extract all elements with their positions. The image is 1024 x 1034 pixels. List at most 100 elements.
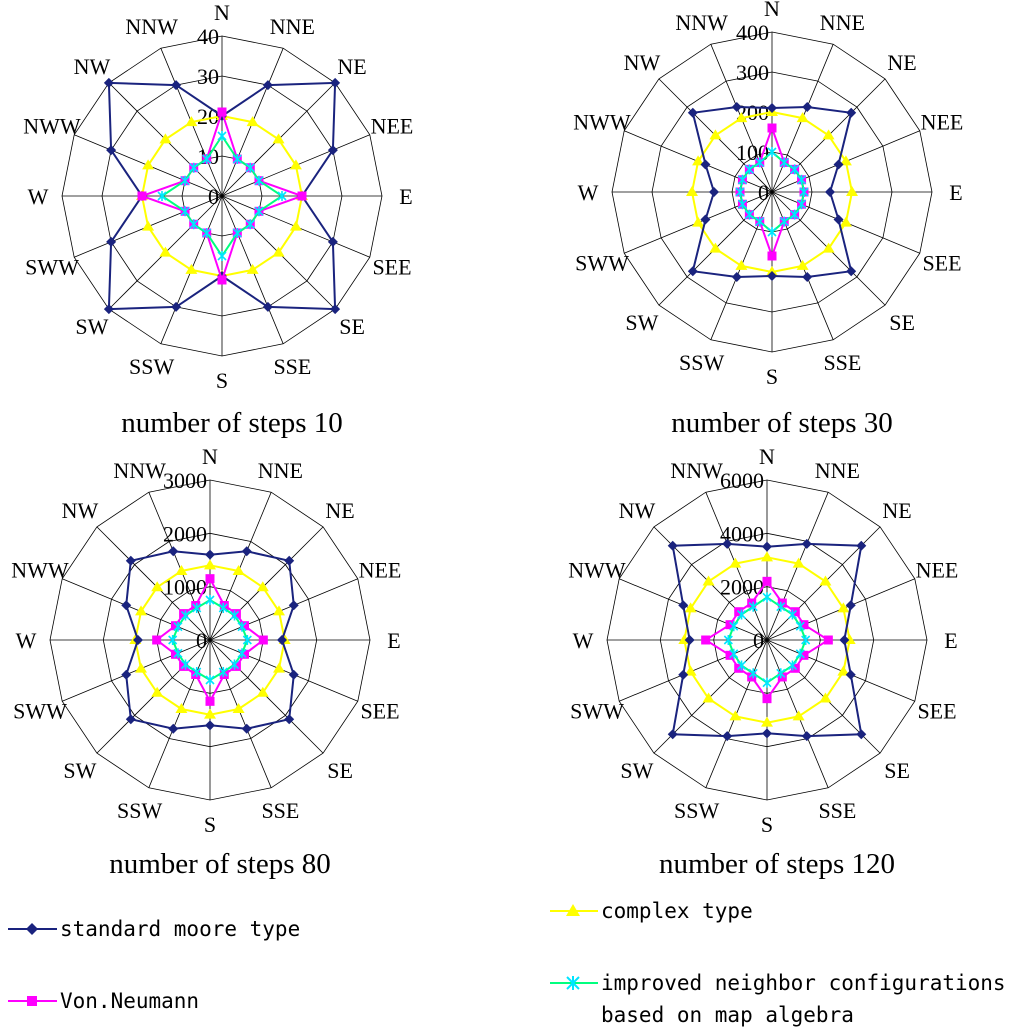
direction-label: NE: [337, 54, 366, 79]
data-point-diamond: [684, 635, 695, 645]
data-point-square: [701, 635, 711, 645]
data-point-triangle: [159, 246, 172, 257]
data-point-diamond: [171, 301, 182, 312]
direction-label: W: [578, 180, 599, 205]
data-point-star: [218, 667, 228, 678]
data-point-triangle: [246, 116, 259, 127]
data-point-star: [242, 635, 252, 645]
data-point-triangle: [289, 220, 302, 231]
series-complex: [129, 559, 291, 719]
ring-tick-label: 300: [736, 60, 769, 85]
data-point-star: [254, 206, 264, 217]
radar-charts: 010203040NNNENENEEESEESESSESSSWSWSWWWNWW…: [11, 0, 963, 880]
data-point-square: [219, 601, 229, 611]
data-point-star: [232, 154, 242, 165]
grid-spoke: [62, 639, 211, 702]
direction-label: NNW: [125, 14, 178, 39]
data-point-diamond: [205, 549, 215, 560]
series-improved: [157, 131, 287, 261]
data-point-diamond: [121, 600, 132, 611]
legend-item-von-neumann: Von.Neumann: [8, 989, 199, 1013]
direction-label: SSE: [261, 798, 299, 823]
data-point-diamond: [722, 538, 733, 549]
data-point-triangle: [256, 581, 269, 592]
data-point-diamond: [667, 540, 678, 551]
direction-label: S: [204, 812, 216, 837]
data-point-triangle: [159, 133, 172, 144]
data-point-star: [767, 227, 777, 237]
data-point-triangle: [175, 565, 188, 576]
direction-label: NWW: [573, 110, 631, 135]
legend-label-complex: complex type: [601, 899, 753, 923]
data-point-diamond: [856, 729, 867, 740]
data-point-star: [192, 667, 202, 678]
ring-tick-label: 3000: [163, 468, 207, 493]
data-point-diamond: [106, 145, 117, 156]
data-point-triangle: [289, 159, 302, 170]
direction-label: E: [387, 628, 400, 653]
data-point-star: [779, 216, 789, 227]
direction-label: E: [944, 628, 957, 653]
ring-tick-label: 0: [208, 184, 219, 209]
grid-spoke: [209, 578, 358, 641]
data-point-star: [779, 157, 789, 168]
direction-label: NNW: [113, 458, 166, 483]
data-point-triangle: [256, 686, 269, 697]
direction-label: E: [399, 184, 412, 209]
data-point-triangle: [702, 692, 715, 703]
data-point-diamond: [825, 187, 835, 197]
legend-marker-diamond: [26, 923, 38, 935]
direction-label: W: [28, 184, 49, 209]
data-point-diamond: [241, 723, 252, 734]
direction-label: N: [764, 0, 780, 21]
direction-label: NWW: [11, 558, 69, 583]
data-point-star: [776, 668, 786, 679]
data-point-star: [277, 191, 287, 201]
direction-label: NW: [74, 54, 111, 79]
data-point-triangle: [684, 602, 697, 613]
data-point-star: [787, 660, 798, 671]
data-point-square: [219, 669, 229, 679]
direction-label: SSW: [129, 354, 174, 379]
data-point-star: [729, 648, 739, 659]
data-point-square: [297, 191, 307, 201]
data-point-star: [205, 675, 215, 685]
data-point-triangle: [839, 155, 852, 166]
data-point-triangle: [175, 702, 188, 713]
data-point-diamond: [762, 541, 772, 552]
data-point-star: [787, 609, 798, 620]
data-point-star: [801, 635, 811, 645]
grid-spoke: [62, 578, 211, 641]
series-improved: [735, 147, 809, 237]
direction-label: NW: [624, 50, 661, 75]
radar-chart: 0100020003000NNNENENEEESEESESSESSSWSWSWW…: [11, 444, 401, 880]
data-point-diamond: [205, 720, 215, 731]
series-improved: [168, 595, 252, 685]
data-point-diamond: [687, 266, 698, 277]
direction-label: N: [759, 444, 775, 469]
data-point-star: [795, 648, 805, 659]
direction-label: SSE: [823, 350, 861, 375]
data-point-square: [823, 635, 833, 645]
data-point-triangle: [135, 662, 148, 673]
data-point-star: [237, 648, 247, 659]
data-point-square: [762, 694, 772, 704]
data-point-diamond: [722, 731, 733, 742]
series-complex: [678, 551, 856, 727]
direction-label: NE: [325, 498, 354, 523]
data-point-star: [762, 677, 772, 688]
series-standard-moore: [121, 546, 299, 734]
direction-label: NNW: [675, 10, 728, 35]
legend-item-improved: improved neighbor configurations based o…: [550, 971, 1006, 1027]
direction-label: SSW: [679, 350, 724, 375]
grid-spoke: [148, 492, 211, 641]
legend-marker-star: [566, 976, 580, 990]
data-point-star: [795, 621, 805, 632]
data-point-diamond: [133, 635, 143, 645]
data-point-square: [205, 574, 215, 584]
direction-label: SSE: [273, 354, 311, 379]
direction-label: SEE: [372, 254, 411, 279]
ring-tick-label: 6000: [720, 468, 764, 493]
data-point-triangle: [729, 557, 742, 568]
